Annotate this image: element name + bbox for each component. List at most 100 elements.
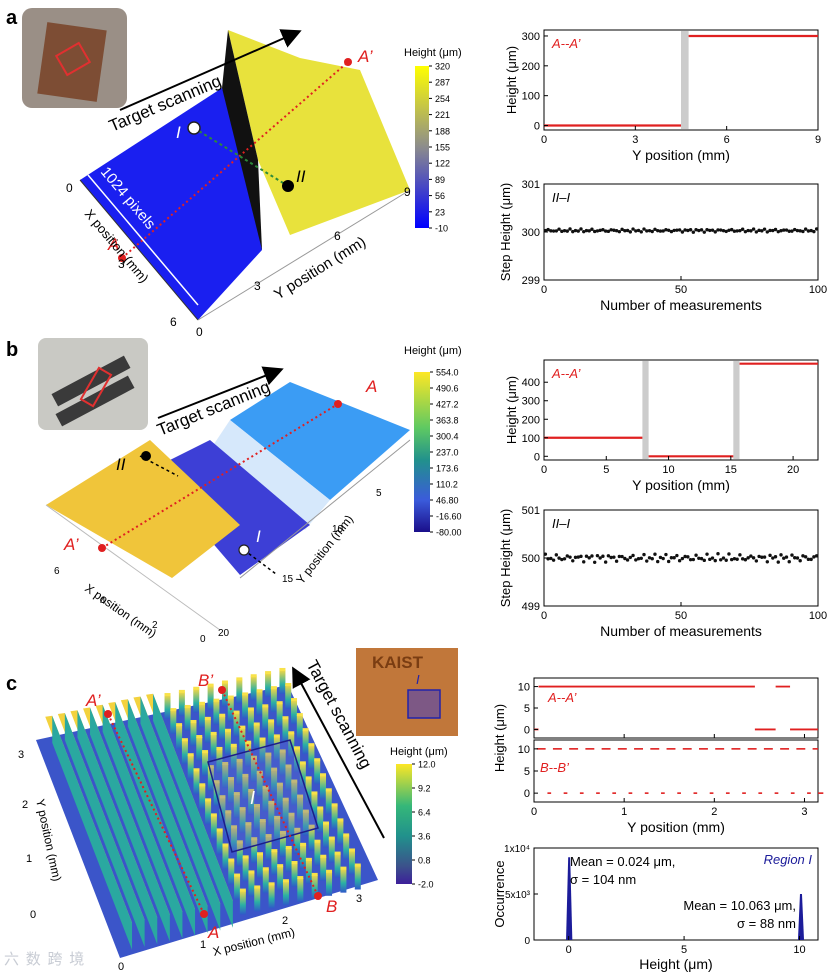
panel-a-colorbar-tick-label-10: -10 (435, 224, 448, 234)
panel-b-colorbar-tick-label-10: -80.00 (436, 528, 462, 538)
b_step-point-36 (642, 552, 646, 557)
panel-a-y-tick-3: 9 (404, 185, 411, 199)
panel-c-pillar-1-8 (225, 812, 232, 837)
panel-c-pillar-3-11 (271, 851, 278, 876)
a_profile-xtick-label-2: 6 (724, 134, 730, 146)
a_step-point-93 (798, 229, 802, 233)
b_step-point-34 (636, 557, 641, 561)
panel-b-colorbar-tick-label-0: 554.0 (436, 368, 459, 378)
panel-b-colorbar-tick-label-7: 110.2 (436, 480, 458, 490)
panel-c-pillar-1-13 (254, 887, 261, 912)
b_step-point-16 (587, 556, 591, 560)
b_step-point-3 (551, 558, 556, 562)
panel-c-pillar-top-4-7 (262, 785, 269, 789)
panel-c-colorbar-tick-label-3: 3.6 (418, 832, 431, 842)
panel-a-point-ii (282, 180, 294, 192)
panel-c-pillar-top-8-2 (291, 698, 298, 702)
panel-c-pillar-5-13 (311, 874, 318, 899)
a_step-point-55 (694, 227, 698, 232)
panel-a-colorbar-tick-label-3: 221 (435, 110, 450, 120)
panel-c-pillar-2-1 (199, 703, 206, 728)
a_step-point-57 (699, 228, 704, 232)
panel-a-x-axis (79, 179, 199, 321)
panel-c-pillar-top-1-10 (236, 840, 243, 844)
a_profile-ytick-label-2: 200 (522, 61, 540, 73)
panel-c-pillar-top-5-0 (236, 677, 243, 681)
a_step-point-8 (565, 229, 569, 233)
panel-c-pillar-top-3-6 (242, 773, 249, 777)
panel-a-yellow-surface (228, 30, 410, 235)
a_step-point-67 (727, 228, 731, 232)
panel-c-pillar-6-4 (273, 736, 280, 761)
b_profile-ylabel: Height (μm) (504, 376, 519, 444)
panel-b-red-line (101, 403, 339, 549)
panel-c-pillar-3-13 (282, 881, 289, 906)
panel-b-label-a-prime: A’ (63, 535, 79, 554)
panel-c-pillar-top-1-9 (231, 825, 238, 829)
b_profile-ytick-label-4: 400 (522, 377, 540, 389)
b_step-point-35 (639, 556, 643, 560)
panel-c-pillar-3-6 (242, 775, 249, 800)
a_step-point-82 (768, 228, 772, 233)
panel-c-pillar-0-11 (228, 860, 235, 885)
a_step-point-4 (554, 229, 559, 233)
panel-c-pillar-8-11 (343, 835, 350, 860)
b_step-point-61 (710, 556, 715, 560)
panel-c-pillar-top-7-5 (294, 746, 301, 750)
a_step-point-30 (625, 228, 630, 233)
panel-c-pillar-1-1 (184, 706, 191, 731)
panel-c-pillar-6-0 (250, 676, 257, 701)
panel-c-pillar-2-10 (251, 839, 258, 864)
panel-c-pillar-top-0-9 (216, 828, 223, 832)
panel-c-pillar-top-5-2 (247, 707, 254, 711)
panel-c-pillar-top-6-12 (320, 854, 327, 858)
a_step-point-33 (634, 229, 638, 233)
b_step-point-97 (809, 557, 813, 562)
panel-c-colorbar-tick-label-0: 12.0 (418, 760, 436, 770)
chart-b_step: 0 50 100 499 500 501 II–I Number of measurement… (498, 505, 827, 639)
a_step-point-38 (647, 228, 652, 233)
panel-c-pillar-top-1-3 (196, 735, 203, 739)
a_step-point-2 (549, 229, 553, 233)
c_hist-annotation-1b: σ = 88 nm (737, 916, 796, 931)
panel-a-label-i: I (176, 123, 181, 142)
b_step-point-11 (573, 555, 578, 560)
b_step-point-18 (592, 560, 597, 565)
panel-c-pillar-5-5 (265, 754, 272, 779)
b_step-point-39 (650, 557, 654, 561)
panel-c-pillar-top-3-10 (265, 834, 272, 838)
panel-b-photo-highlight (79, 366, 113, 408)
a_step-point-59 (705, 227, 709, 232)
panel-c-pillar-top-7-6 (299, 761, 306, 765)
b_step-point-22 (603, 560, 608, 564)
panel-c-pillar-top-1-11 (242, 855, 249, 859)
panel-c-ridge-side-6 (127, 699, 208, 934)
b_step-point-30 (625, 558, 630, 562)
panel-c-pillar-7-1 (270, 688, 277, 713)
panel-a-colorbar-tick-label-1: 287 (435, 78, 450, 88)
b_profile-ytick-label-3: 300 (522, 396, 540, 408)
panel-c-y-tick-3: 3 (18, 749, 24, 761)
b_step-point-28 (620, 554, 624, 559)
b_step-point-88 (784, 555, 789, 559)
c_profile_B-xtick-label-3: 3 (801, 806, 807, 818)
panel-c-pillar-3-12 (277, 866, 284, 891)
b_step-point-50 (680, 556, 685, 561)
b_step-point-75 (749, 554, 753, 558)
a_step-point-50 (680, 230, 685, 234)
a_step-point-92 (795, 228, 800, 233)
panel-c-pillar-top-4-4 (245, 740, 252, 744)
panel-c-pillar-top-5-5 (265, 752, 272, 756)
a_step-point-62 (713, 230, 717, 234)
c_profile_B-ytick-label-0: 0 (524, 788, 530, 800)
b_step-point-90 (790, 553, 794, 557)
panel-c-pillar-3-1 (213, 700, 220, 725)
panel-a-colorbar-title: Height (μm) (404, 47, 462, 59)
b_step-point-77 (754, 559, 759, 563)
panel-c-pillar-top-3-13 (282, 879, 289, 883)
a_step-point-56 (697, 228, 701, 233)
panel-c-pillar-2-13 (268, 884, 275, 909)
panel-b-y-tick-0: 5 (376, 488, 382, 499)
panel-c-ridge-side-5 (115, 701, 196, 937)
panel-c-pillar-0-9 (216, 830, 223, 855)
